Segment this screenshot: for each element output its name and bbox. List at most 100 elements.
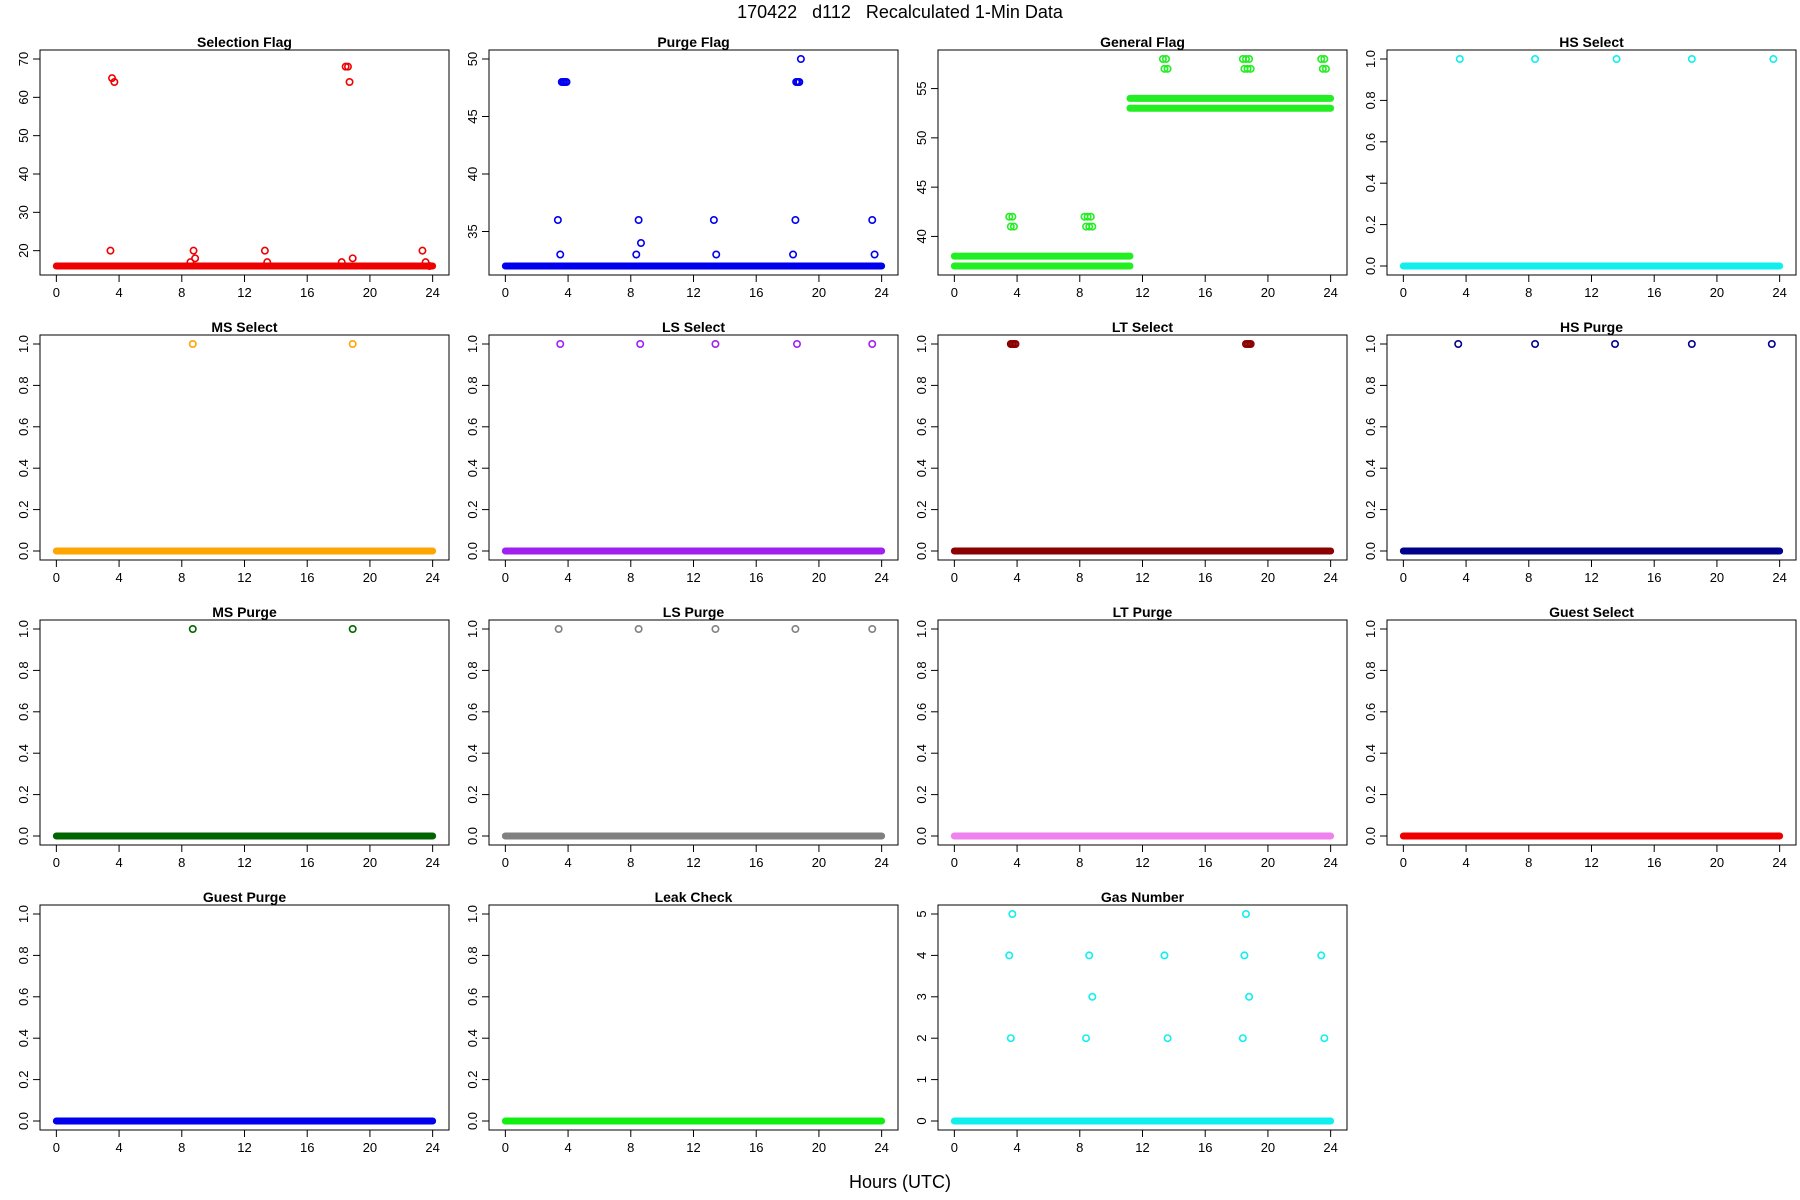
data-point — [636, 339, 645, 348]
data-point — [189, 246, 198, 255]
x-tick-label: 16 — [749, 285, 763, 300]
y-axis: 0.0 0.2 0.4 0.6 0.8 1.0 — [1363, 335, 1388, 560]
x-axis: 0 4 8 12 16 20 24 — [53, 1129, 440, 1155]
plot-frame — [937, 904, 1348, 1131]
data-point — [1009, 222, 1018, 231]
x-tick-label: 12 — [686, 1140, 700, 1155]
x-tick-label: 20 — [812, 285, 826, 300]
data-point — [1455, 54, 1464, 63]
data-point — [1008, 909, 1017, 918]
panel-title: LT Purge — [1113, 604, 1173, 620]
x-tick-label: 4 — [1462, 570, 1469, 585]
plot-frame — [488, 334, 899, 561]
data-point — [1531, 339, 1540, 348]
y-tick-label: 0.0 — [1363, 827, 1378, 845]
data-point — [554, 624, 563, 633]
x-tick-label: 12 — [1584, 855, 1598, 870]
x-tick-label: 24 — [425, 285, 439, 300]
x-axis: 0 4 8 12 16 20 24 — [502, 844, 889, 870]
series-lt-select — [950, 339, 1335, 555]
series-selection-flag — [52, 62, 437, 270]
panel-ls-select: LS Select 0 4 8 12 16 20 24 0.0 0.2 0.4 0.6 0.8 1.0 — [465, 319, 899, 585]
x-tick-label: 0 — [951, 285, 958, 300]
x-axis-label: Hours (UTC) — [849, 1172, 951, 1192]
plot-frame — [937, 619, 1348, 846]
y-tick-label: 0.2 — [1363, 786, 1378, 804]
x-tick-label: 4 — [564, 570, 571, 585]
data-point — [1687, 54, 1696, 63]
data-point — [1083, 212, 1092, 221]
x-tick-label: 8 — [178, 1140, 185, 1155]
data-point — [188, 624, 197, 633]
plot-frame — [1386, 619, 1797, 846]
x-tick-label: 24 — [1323, 855, 1337, 870]
x-tick-label: 16 — [300, 285, 314, 300]
y-axis: 0.0 0.2 0.4 0.6 0.8 1.0 — [914, 620, 939, 845]
x-tick-label: 4 — [1013, 285, 1020, 300]
y-axis: 0.0 0.2 0.4 0.6 0.8 1.0 — [465, 905, 490, 1130]
data-point — [1687, 339, 1696, 348]
plot-frame — [39, 334, 450, 561]
y-axis: 35 40 45 50 — [465, 52, 490, 239]
panel-title: LS Select — [662, 319, 725, 335]
data-point — [556, 339, 565, 348]
y-tick-label: 0.6 — [16, 703, 31, 721]
x-tick-label: 0 — [951, 855, 958, 870]
panel-title: HS Purge — [1560, 319, 1623, 335]
panel-title: General Flag — [1100, 34, 1185, 50]
x-tick-label: 24 — [1772, 855, 1786, 870]
x-tick-label: 16 — [1198, 285, 1212, 300]
data-point — [1163, 1034, 1172, 1043]
data-point — [418, 246, 427, 255]
y-tick-label: 0.2 — [1363, 501, 1378, 519]
x-axis: 0 4 8 12 16 20 24 — [951, 1129, 1338, 1155]
data-point — [796, 54, 805, 63]
y-tick-label: 0.6 — [16, 418, 31, 436]
data-point — [188, 339, 197, 348]
x-tick-label: 20 — [1710, 570, 1724, 585]
y-tick-label: 0.2 — [1363, 216, 1378, 234]
y-tick-label: 1.0 — [465, 905, 480, 923]
data-point — [1088, 222, 1097, 231]
y-axis: 0.0 0.2 0.4 0.6 0.8 1.0 — [16, 335, 41, 560]
data-point — [556, 250, 565, 259]
y-tick-label: 1.0 — [16, 620, 31, 638]
y-tick-label: 0.2 — [465, 1071, 480, 1089]
x-tick-label: 4 — [115, 570, 122, 585]
x-tick-label: 12 — [237, 285, 251, 300]
data-point — [1086, 212, 1095, 221]
y-tick-label: 0.6 — [465, 418, 480, 436]
y-tick-label: 0.6 — [1363, 418, 1378, 436]
y-tick-label: 50 — [914, 131, 929, 145]
y-tick-label: 1.0 — [1363, 620, 1378, 638]
y-tick-label: 0.8 — [465, 661, 480, 679]
y-axis: 40 45 50 55 — [914, 81, 939, 244]
y-axis: 0.0 0.2 0.4 0.6 0.8 1.0 — [465, 620, 490, 845]
data-point — [348, 624, 357, 633]
x-tick-label: 20 — [363, 855, 377, 870]
y-tick-label: 0.8 — [1363, 661, 1378, 679]
x-tick-label: 8 — [1076, 285, 1083, 300]
y-tick-label: 0.0 — [914, 827, 929, 845]
y-tick-label: 0.0 — [16, 1112, 31, 1130]
data-point — [1241, 909, 1250, 918]
data-point — [1243, 64, 1252, 73]
data-point — [1245, 54, 1254, 63]
y-tick-label: 30 — [16, 205, 31, 219]
y-tick-label: 0.8 — [914, 661, 929, 679]
x-tick-label: 12 — [1135, 855, 1149, 870]
x-tick-label: 20 — [1261, 285, 1275, 300]
y-tick-label: 70 — [16, 52, 31, 66]
panel-hs-purge: HS Purge 0 4 8 12 16 20 24 0.0 0.2 0.4 0.6 0.8 1.0 — [1363, 319, 1797, 585]
data-point — [1006, 222, 1015, 231]
data-point — [1088, 992, 1097, 1001]
x-tick-label: 20 — [1261, 570, 1275, 585]
y-tick-label: 0.4 — [465, 744, 480, 762]
plot-frame — [488, 49, 899, 276]
data-point — [634, 216, 643, 225]
x-tick-label: 0 — [1400, 570, 1407, 585]
x-tick-label: 24 — [1772, 570, 1786, 585]
x-tick-label: 16 — [1198, 855, 1212, 870]
y-axis: 20 30 40 50 60 70 — [16, 52, 41, 258]
x-tick-label: 24 — [1323, 570, 1337, 585]
